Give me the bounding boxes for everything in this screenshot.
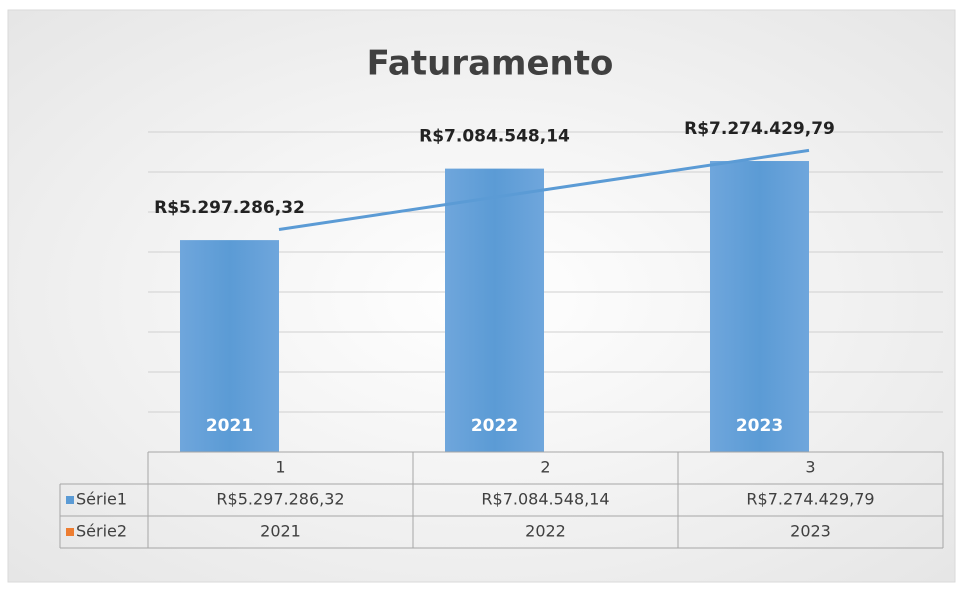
chart-title: Faturamento (367, 44, 614, 84)
legend-label: Série1 (76, 490, 127, 509)
table-cell: R$7.274.429,79 (746, 490, 874, 509)
data-label: R$5.297.286,32 (154, 198, 305, 218)
data-label: R$7.084.548,14 (419, 127, 570, 147)
table-cell: 2022 (525, 522, 566, 541)
table-cell: 2021 (260, 522, 301, 541)
legend-swatch (66, 528, 74, 536)
x-tick-label: 3 (805, 458, 815, 477)
data-label: 2021 (206, 416, 253, 436)
bar (710, 161, 809, 452)
data-label: 2023 (736, 416, 783, 436)
table-cell: R$7.084.548,14 (481, 490, 609, 509)
data-label: 2022 (471, 416, 518, 436)
x-tick-label: 1 (275, 458, 285, 477)
x-tick-label: 2 (540, 458, 550, 477)
bar (445, 169, 544, 452)
legend-label: Série2 (76, 522, 127, 541)
data-label: R$7.274.429,79 (684, 119, 835, 139)
legend-swatch (66, 496, 74, 504)
table-cell: 2023 (790, 522, 831, 541)
table-cell: R$5.297.286,32 (216, 490, 344, 509)
